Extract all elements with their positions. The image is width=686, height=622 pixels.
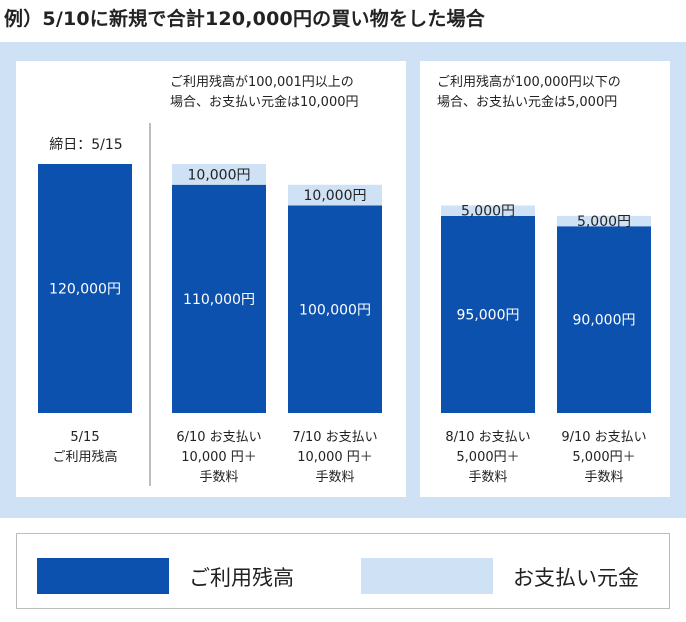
bar-balance-label: 120,000円	[49, 282, 121, 298]
x-tick-label: 8/10 お支払い 5,000円＋ 手数料	[428, 428, 548, 488]
x-tick-label-line: 9/10 お支払い	[561, 430, 647, 445]
note-line: 場合、お支払い元金は5,000円	[437, 95, 618, 110]
bar-payment	[172, 164, 266, 185]
note-line: 場合、お支払い元金は10,000円	[170, 95, 359, 110]
bar-balance	[441, 215, 535, 413]
x-tick-label-line: 手数料	[199, 470, 239, 485]
bar-balance	[38, 164, 132, 413]
legend-swatch-balance	[37, 558, 169, 594]
x-tick-label-line: 手数料	[468, 470, 508, 485]
bar-balance-label: 95,000円	[457, 307, 520, 323]
bar-payment-label: 10,000円	[188, 167, 251, 183]
divider-line	[149, 123, 151, 486]
legend: ご利用残高 お支払い元金	[16, 533, 670, 609]
x-tick-label-line: 10,000 円＋	[297, 450, 373, 465]
x-tick-label: 9/10 お支払い 5,000円＋ 手数料	[544, 428, 664, 488]
bar-balance	[172, 184, 266, 413]
x-tick-label-line: 10,000 円＋	[181, 450, 257, 465]
x-tick-label-line: 7/10 お支払い	[292, 430, 378, 445]
x-tick-label-line: 手数料	[584, 470, 624, 485]
note-over-100001: ご利用残高が100,001円以上の 場合、お支払い元金は10,000円	[170, 73, 359, 113]
bar-balance	[557, 226, 651, 413]
bar-payment	[288, 184, 382, 206]
x-tick-label-line: 手数料	[315, 470, 355, 485]
bar-balance-label: 90,000円	[573, 313, 636, 329]
legend-label-payment: お支払い元金	[513, 566, 639, 590]
bar-payment	[441, 205, 535, 216]
closing-date-label: 締日：5/15	[49, 137, 123, 153]
x-tick-label-line: 8/10 お支払い	[445, 430, 531, 445]
bar-payment-label: 5,000円	[461, 204, 515, 220]
x-tick-label: 5/15 ご利用残高	[25, 428, 145, 468]
x-tick-label-line: 5,000円＋	[456, 450, 520, 465]
bar-payment-label: 5,000円	[577, 214, 631, 230]
bar-payment-label: 10,000円	[304, 188, 367, 204]
page-title: 例）5/10に新規で合計120,000円の買い物をした場合	[4, 8, 485, 30]
x-tick-label: 7/10 お支払い 10,000 円＋ 手数料	[275, 428, 395, 488]
legend-label-balance: ご利用残高	[189, 566, 294, 590]
note-line: ご利用残高が100,000円以下の	[437, 75, 621, 90]
x-tick-label-line: 6/10 お支払い	[176, 430, 262, 445]
x-tick-label: 6/10 お支払い 10,000 円＋ 手数料	[159, 428, 279, 488]
bar-balance-label: 100,000円	[299, 302, 371, 318]
x-tick-label-line: 5,000円＋	[572, 450, 636, 465]
bar-balance	[288, 205, 382, 413]
bar-payment	[557, 215, 651, 227]
note-under-100000: ご利用残高が100,000円以下の 場合、お支払い元金は5,000円	[437, 73, 621, 113]
x-tick-label-line: 5/15	[70, 430, 100, 445]
x-tick-label-line: ご利用残高	[52, 450, 118, 465]
note-line: ご利用残高が100,001円以上の	[170, 75, 354, 90]
legend-swatch-payment	[361, 558, 493, 594]
bar-balance-label: 110,000円	[183, 292, 255, 308]
